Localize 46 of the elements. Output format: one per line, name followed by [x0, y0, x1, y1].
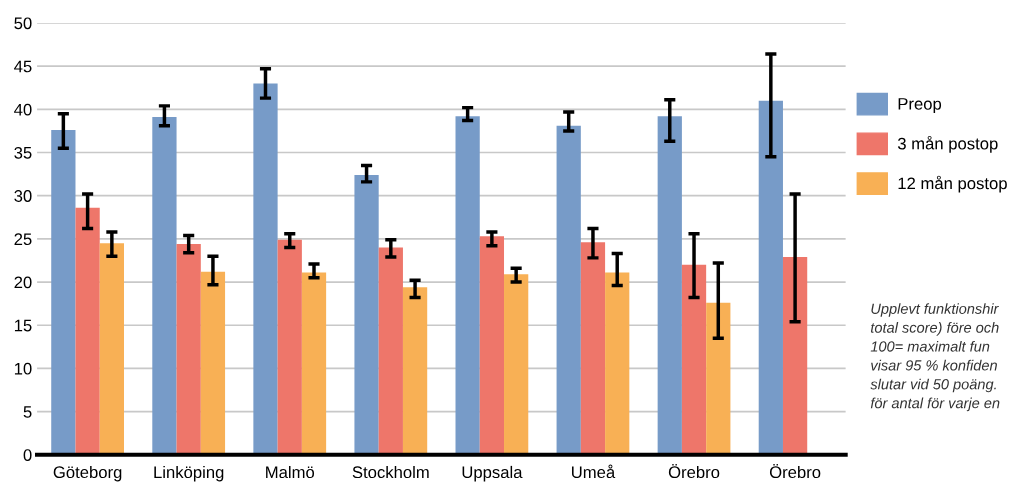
bar	[99, 243, 124, 455]
x-tick-label: Linköping	[154, 465, 224, 482]
bar	[75, 207, 100, 455]
bar	[504, 274, 529, 455]
bar	[378, 247, 403, 455]
bar	[706, 302, 731, 455]
bar	[176, 244, 201, 455]
bar	[277, 239, 302, 455]
bar	[402, 287, 428, 455]
x-tick-label: Örebro	[769, 464, 821, 479]
x-tick-label: Uppsala	[462, 465, 523, 482]
y-tick-label: 5	[23, 406, 32, 418]
y-tick-label: 20	[14, 276, 32, 289]
y-tick-label: 45	[14, 60, 32, 73]
text: Upplevt funktionshir total score) före och 100= maximalt fun visar 95 % konfiden slutar vid 50 poäng. för antal för varje en	[870, 303, 1000, 412]
bar	[51, 130, 76, 455]
x-tick-label: Örebro	[668, 464, 720, 479]
y-tick-label: 15	[14, 319, 32, 332]
bar	[200, 271, 226, 455]
bar	[681, 264, 707, 455]
bar	[580, 242, 606, 455]
legend-label: 3 mån postop	[897, 135, 998, 153]
bar	[455, 116, 480, 455]
bar	[253, 83, 278, 455]
bar	[657, 116, 682, 455]
y-tick-label: 25	[14, 233, 32, 246]
y-tick-label: 50	[14, 17, 32, 30]
y-tick-label: 10	[14, 362, 32, 375]
y-tick-label: 35	[14, 146, 32, 159]
bar	[152, 117, 177, 455]
bar	[758, 100, 783, 455]
y-tick-label: 30	[14, 190, 32, 202]
y-tick-label: 40	[14, 103, 32, 116]
y-tick-label: 0	[23, 449, 32, 461]
x-tick-label: Stockholm	[352, 465, 429, 479]
bar	[479, 236, 505, 455]
legend-label: 12 mån postop	[898, 175, 1007, 193]
bar	[556, 125, 581, 455]
bar	[301, 272, 327, 455]
bar	[782, 257, 808, 455]
bar	[354, 174, 379, 455]
x-tick-label: Malmö	[266, 465, 315, 479]
x-tick-label: Umeå	[572, 464, 616, 479]
legend-label: Preop	[898, 98, 942, 114]
x-tick-label: Göteborg	[53, 465, 122, 482]
bar	[605, 272, 630, 455]
